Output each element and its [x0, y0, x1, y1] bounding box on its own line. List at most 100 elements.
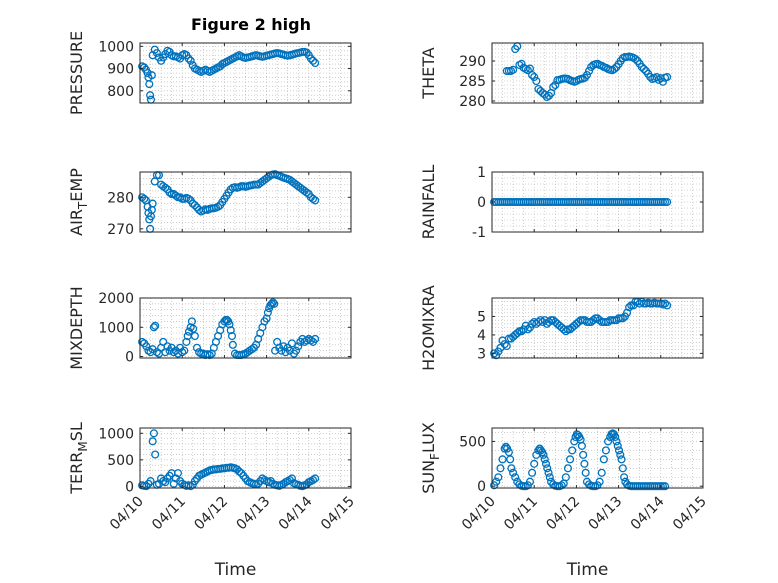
data-point — [228, 340, 237, 349]
data-point — [227, 331, 237, 341]
figure-title: Figure 2 high — [191, 15, 311, 34]
data-point — [148, 437, 157, 446]
x-axis-label: Time — [214, 560, 257, 580]
y-axis-label: AIRTEMP — [67, 168, 90, 236]
data-point — [543, 464, 552, 473]
data-point — [190, 331, 199, 341]
data-point — [617, 455, 626, 464]
subplot-pressure: 800 900 1000 PRESSURE — [67, 31, 352, 115]
data-point — [152, 48, 161, 58]
data-point — [151, 450, 160, 459]
data-point — [509, 468, 518, 477]
data-point — [192, 203, 202, 212]
data-point — [149, 323, 158, 332]
y-tick-label: 500 — [107, 453, 134, 469]
axes-box — [491, 297, 704, 359]
data-point — [582, 70, 591, 80]
data-point — [189, 324, 198, 333]
data-point — [186, 56, 195, 65]
data-point — [311, 334, 320, 344]
data-point — [658, 77, 667, 86]
y-tick-label: 3 — [477, 346, 486, 362]
data-point — [539, 450, 548, 459]
y-tick-label: 1000 — [98, 426, 134, 442]
y-axis-label: PRESSURE — [67, 31, 86, 115]
data-point — [180, 346, 189, 355]
data-point — [496, 464, 505, 473]
data-point — [171, 191, 180, 200]
data-point — [490, 349, 499, 358]
data-point — [561, 473, 570, 482]
data-point — [625, 303, 634, 312]
x-axis-label: Time — [566, 560, 609, 580]
data-point — [613, 441, 622, 450]
data-point — [577, 441, 586, 450]
data-point — [568, 446, 577, 455]
data-point — [173, 469, 183, 478]
y-tick-label: 0 — [125, 350, 134, 366]
data-point — [660, 299, 670, 308]
data-point — [311, 58, 320, 68]
data-point — [663, 72, 672, 82]
y-tick-label: 5 — [477, 309, 486, 325]
data-point — [145, 80, 154, 89]
data-point — [502, 341, 511, 351]
data-point — [599, 455, 608, 464]
data-point — [184, 54, 193, 63]
data-point — [614, 446, 624, 455]
data-point — [138, 337, 147, 346]
data-point — [235, 467, 244, 476]
data-point — [292, 346, 301, 355]
data-point — [195, 348, 204, 357]
data-point — [182, 337, 191, 346]
data-point — [536, 316, 545, 325]
subplot-air: 270 280 AIRTEMP — [67, 168, 352, 238]
y-tick-label: 1 — [477, 165, 486, 181]
y-axis-label: RAINFALL — [419, 165, 438, 240]
subplot-terr: 04/10 04/11 04/12 04/13 04/14 04/15 0 500 1000 TE… — [67, 422, 358, 580]
data-point — [618, 464, 627, 473]
data-point — [528, 70, 537, 80]
y-tick-label: 500 — [459, 434, 486, 450]
y-tick-label: 900 — [107, 62, 134, 78]
data-point — [538, 88, 547, 98]
y-tick-label: 290 — [459, 54, 486, 70]
subplot-theta: 280 285 290 THETA — [419, 42, 704, 110]
data-point — [660, 482, 670, 491]
data-point — [536, 446, 545, 455]
data-point — [187, 317, 196, 326]
data-point — [148, 199, 157, 208]
data-point — [144, 346, 153, 355]
data-point — [523, 66, 532, 75]
data-point — [620, 473, 629, 482]
data-point — [612, 437, 621, 446]
data-point — [603, 437, 613, 446]
data-point — [663, 301, 672, 310]
data-point — [262, 314, 271, 323]
subplot-rainfall: -1 0 1 RAINFALL — [419, 165, 704, 241]
data-point — [517, 59, 526, 68]
data-point — [143, 68, 152, 78]
data-point — [268, 298, 277, 307]
subplot-sun: 04/10 04/11 04/12 04/13 04/14 04/15 0 500 SUNFLU… — [419, 422, 710, 580]
x-tick-label: 04/14 — [628, 493, 668, 533]
data-point — [226, 326, 235, 335]
y-axis-label: THETA — [419, 47, 438, 99]
x-tick-label: 04/15 — [670, 494, 710, 534]
data-point — [308, 56, 318, 65]
data-point — [498, 455, 507, 464]
x-tick-label: 04/13 — [234, 494, 274, 534]
subplot-mixdepth: 0 1000 2000 MIXDEPTH — [67, 286, 352, 370]
y-tick-label: 1000 — [98, 39, 134, 55]
data-point — [492, 477, 501, 486]
y-axis-label: H2OMIXRA — [419, 285, 438, 371]
data-point — [151, 321, 160, 330]
data-point — [263, 308, 272, 317]
y-tick-label: 1000 — [98, 320, 134, 336]
data-point — [597, 468, 606, 477]
data-point — [637, 62, 646, 72]
data-point — [494, 473, 503, 482]
data-point — [585, 66, 594, 76]
data-point — [247, 345, 256, 354]
